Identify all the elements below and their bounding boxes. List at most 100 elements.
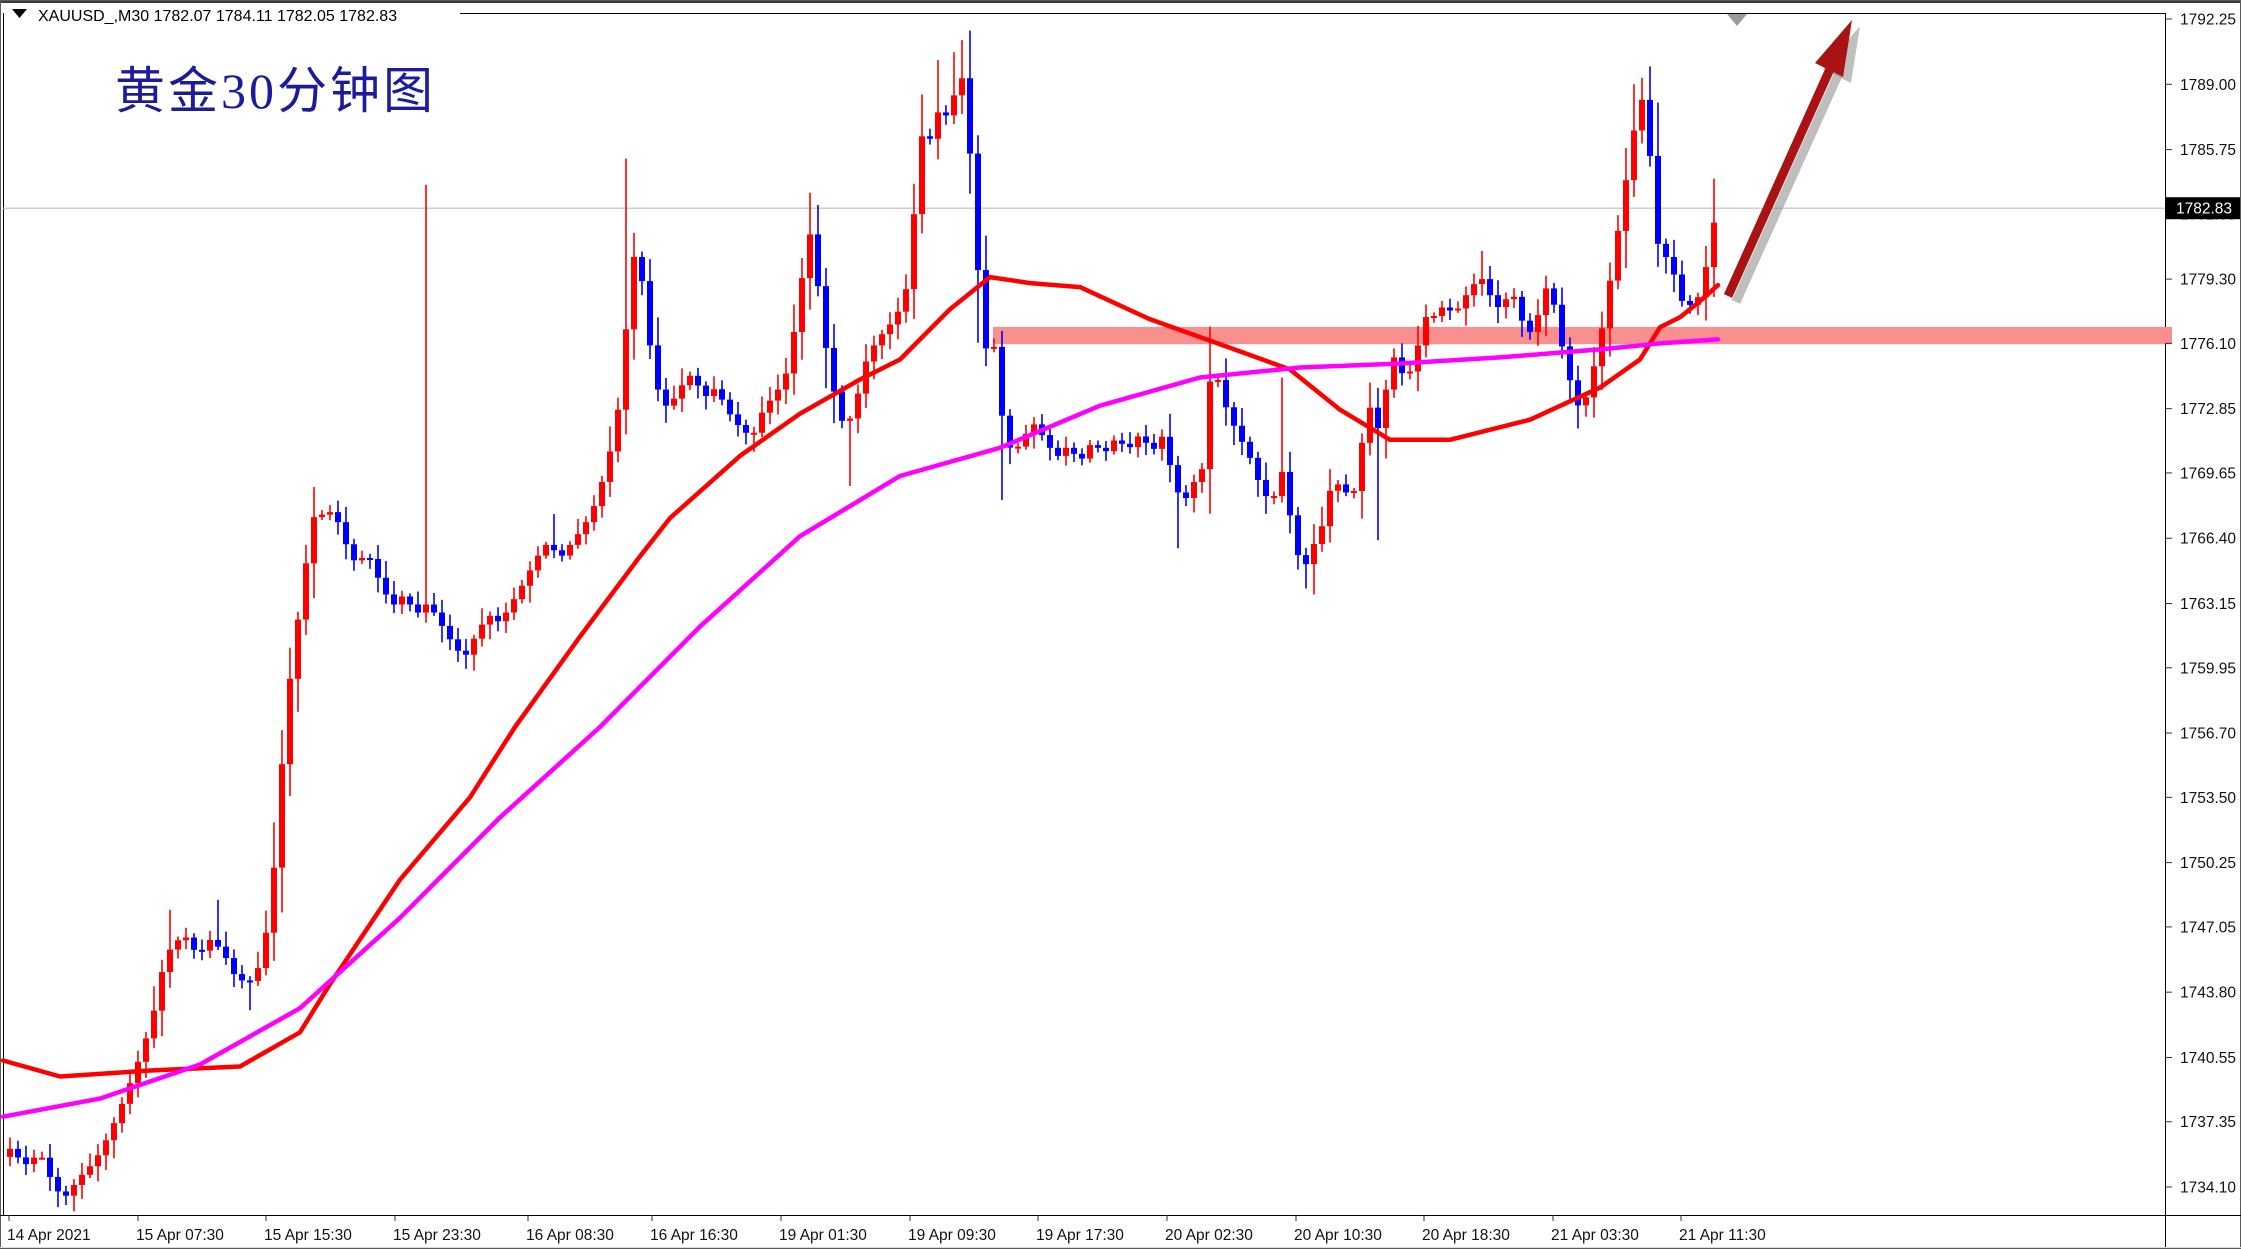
- candle: [815, 204, 821, 297]
- candle: [1319, 506, 1325, 552]
- ma-fast-red-line: [0, 274, 1721, 1079]
- candle-body: [1375, 407, 1381, 428]
- candle: [399, 590, 405, 615]
- candle-body: [495, 615, 501, 622]
- candle: [1647, 66, 1653, 167]
- candle: [1151, 433, 1157, 455]
- price-tick-label: 1785.75: [2180, 142, 2236, 159]
- candle-body: [1671, 257, 1677, 275]
- candle: [631, 232, 637, 360]
- candle-body: [511, 599, 517, 613]
- candle-body: [463, 650, 469, 655]
- candle-body: [647, 281, 653, 346]
- candle: [623, 158, 629, 435]
- candle-body: [183, 937, 189, 941]
- candle-body: [279, 764, 285, 868]
- ohlc-header: XAUUSD_,M30 1782.07 1784.11 1782.05 1782…: [12, 8, 397, 25]
- candle-body: [1679, 274, 1685, 301]
- candle: [1343, 474, 1349, 497]
- candle-body: [487, 615, 493, 625]
- candle: [1143, 425, 1149, 456]
- candle-body: [1111, 440, 1117, 452]
- candle: [7, 1137, 13, 1167]
- candle: [1551, 282, 1557, 313]
- candle-body: [503, 612, 509, 622]
- arrow-head: [1815, 20, 1852, 77]
- candle: [1239, 408, 1245, 456]
- candle: [1071, 442, 1077, 462]
- price-tick-label: 1763.15: [2180, 596, 2236, 613]
- candle: [1623, 147, 1629, 268]
- candle-body: [1279, 471, 1285, 497]
- candle-body: [215, 939, 221, 947]
- candle: [471, 634, 477, 671]
- candle: [423, 184, 429, 623]
- candle-body: [887, 324, 893, 335]
- candle: [615, 397, 621, 463]
- candle: [351, 538, 357, 571]
- candle: [1639, 77, 1645, 144]
- candle-body: [1023, 433, 1029, 447]
- candle-body: [1407, 371, 1413, 374]
- candle: [255, 951, 261, 986]
- candle: [783, 357, 789, 405]
- candle: [583, 516, 589, 545]
- price-tick-label: 1769.65: [2180, 465, 2236, 482]
- candle: [1007, 409, 1013, 465]
- support-zone-rectangle[interactable]: [993, 326, 2172, 345]
- candle: [1327, 469, 1333, 543]
- candle-body: [423, 604, 429, 613]
- candle-body: [1231, 407, 1237, 426]
- candle-body: [1703, 267, 1709, 298]
- candle-body: [1711, 222, 1717, 268]
- candle: [639, 251, 645, 296]
- price-tick-label: 1753.50: [2180, 790, 2236, 807]
- triangle-down-icon[interactable]: [12, 9, 27, 18]
- candle-body: [815, 234, 821, 287]
- candle-body: [551, 544, 557, 551]
- candle: [775, 374, 781, 415]
- candle-body: [1447, 307, 1453, 311]
- candle: [1439, 300, 1445, 322]
- candle-body: [623, 329, 629, 410]
- candle-body: [1391, 357, 1397, 390]
- candle: [1655, 102, 1661, 267]
- plot-area[interactable]: [3, 30, 2172, 1212]
- candle-body: [455, 639, 461, 651]
- candle-body: [327, 512, 333, 515]
- candle-body: [1415, 345, 1421, 372]
- candle-body: [855, 393, 861, 419]
- candle: [703, 381, 709, 410]
- current-price-tag: [2166, 197, 2240, 220]
- candle: [903, 274, 909, 323]
- candle-body: [1063, 447, 1069, 456]
- candle-body: [1143, 436, 1149, 443]
- time-tick-label: 19 Apr 17:30: [1036, 1227, 1124, 1244]
- candle-body: [983, 270, 989, 349]
- time-tick-label: 15 Apr 15:30: [264, 1227, 352, 1244]
- candle-body: [775, 389, 781, 401]
- price-axis[interactable]: 1792.251789.001785.751782.551779.301776.…: [2165, 12, 2240, 1197]
- price-tick-label: 1766.40: [2180, 531, 2236, 548]
- candle-body: [1167, 436, 1173, 466]
- candle-body: [23, 1157, 29, 1165]
- candle: [1047, 425, 1053, 461]
- candle: [1535, 299, 1541, 346]
- candle-body: [1623, 180, 1629, 231]
- candle-body: [631, 257, 637, 330]
- candle: [559, 544, 565, 562]
- candle: [991, 338, 997, 353]
- candle: [479, 608, 485, 647]
- trend-arrow-object[interactable]: [1723, 20, 1860, 304]
- candle: [1231, 402, 1237, 446]
- candle: [103, 1133, 109, 1170]
- time-axis[interactable]: 14 Apr 2021 15 Apr 07:30 15 Apr 15:30 15 Ap…: [7, 1215, 1766, 1244]
- candle-body: [1223, 379, 1229, 408]
- candle: [999, 331, 1005, 501]
- candle: [1199, 463, 1205, 493]
- candle-body: [735, 414, 741, 426]
- candle-body: [839, 391, 845, 421]
- candle-body: [767, 400, 773, 413]
- candle-body: [31, 1157, 37, 1165]
